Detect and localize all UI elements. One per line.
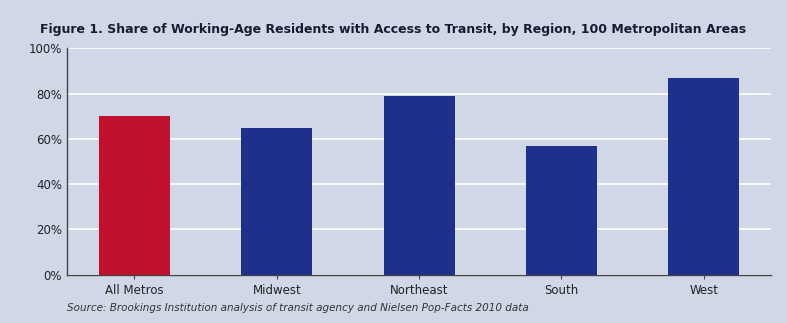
- Text: Figure 1. Share of Working-Age Residents with Access to Transit, by Region, 100 : Figure 1. Share of Working-Age Residents…: [40, 23, 747, 36]
- Bar: [526, 146, 597, 275]
- Text: Source: Brookings Institution analysis of transit agency and Nielsen Pop-Facts 2: Source: Brookings Institution analysis o…: [67, 303, 529, 313]
- Bar: [668, 78, 739, 275]
- Bar: [99, 116, 170, 275]
- Bar: [241, 128, 312, 275]
- Bar: [383, 96, 455, 275]
